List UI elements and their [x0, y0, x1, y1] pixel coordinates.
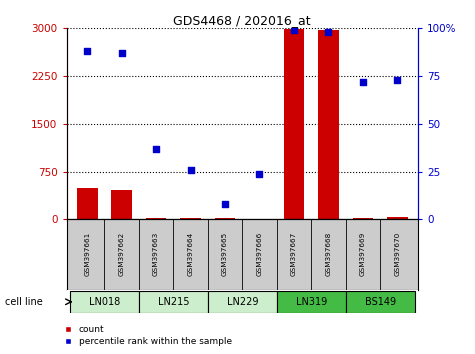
- Text: GSM397668: GSM397668: [325, 232, 332, 275]
- Text: LN229: LN229: [227, 297, 258, 307]
- Bar: [346, 291, 415, 313]
- Legend: count, percentile rank within the sample: count, percentile rank within the sample: [62, 321, 236, 349]
- Text: GSM397661: GSM397661: [84, 232, 90, 275]
- Text: GSM397665: GSM397665: [222, 232, 228, 275]
- Bar: [70, 291, 139, 313]
- Bar: [180, 218, 201, 219]
- Bar: [318, 30, 339, 219]
- Text: LN215: LN215: [158, 297, 189, 307]
- Point: [118, 50, 125, 56]
- Bar: [111, 190, 132, 219]
- Bar: [277, 291, 346, 313]
- Text: GSM397669: GSM397669: [360, 232, 366, 275]
- Text: GSM397670: GSM397670: [394, 232, 400, 275]
- Point: [359, 79, 367, 85]
- Text: LN319: LN319: [295, 297, 327, 307]
- Point: [393, 77, 401, 83]
- Point: [84, 48, 91, 54]
- Bar: [139, 291, 208, 313]
- Text: BS149: BS149: [364, 297, 396, 307]
- Bar: [208, 291, 277, 313]
- Point: [256, 171, 263, 176]
- Bar: [284, 29, 304, 219]
- Point: [187, 167, 194, 173]
- Text: GSM397664: GSM397664: [188, 232, 193, 275]
- Text: GSM397667: GSM397667: [291, 232, 297, 275]
- Text: LN018: LN018: [89, 297, 120, 307]
- Bar: [146, 218, 166, 219]
- Point: [152, 146, 160, 152]
- Bar: [77, 188, 97, 219]
- Text: GSM397662: GSM397662: [119, 232, 124, 275]
- Text: GSM397663: GSM397663: [153, 232, 159, 275]
- Text: cell line: cell line: [5, 297, 42, 307]
- Title: GDS4468 / 202016_at: GDS4468 / 202016_at: [173, 14, 311, 27]
- Bar: [387, 217, 408, 219]
- Bar: [215, 218, 235, 219]
- Point: [290, 27, 298, 33]
- Bar: [352, 218, 373, 219]
- Point: [221, 201, 229, 207]
- Point: [324, 29, 332, 35]
- Text: GSM397666: GSM397666: [256, 232, 263, 275]
